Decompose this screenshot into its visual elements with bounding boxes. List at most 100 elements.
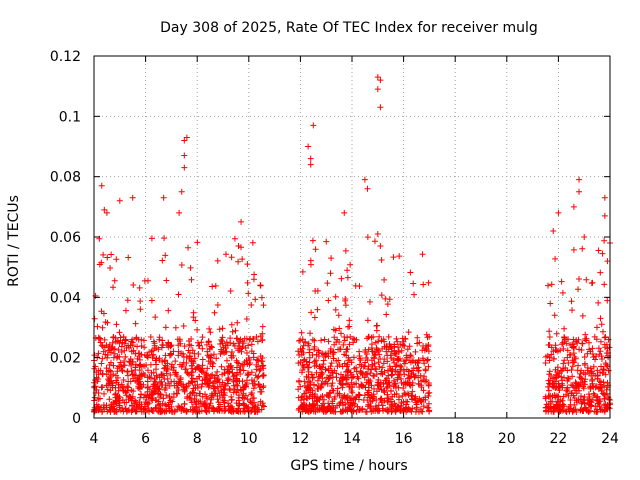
data-point: [257, 282, 264, 289]
data-point: [604, 258, 611, 265]
data-point: [601, 237, 608, 244]
data-point: [570, 336, 577, 343]
data-point: [228, 254, 235, 261]
data-point: [597, 269, 604, 276]
data-point: [235, 408, 242, 415]
data-point: [597, 384, 604, 391]
data-point: [179, 405, 186, 412]
data-point: [115, 347, 122, 354]
data-point: [365, 389, 372, 396]
data-point: [178, 188, 185, 195]
data-point: [410, 371, 417, 378]
data-point: [359, 383, 366, 390]
data-point: [260, 384, 267, 391]
data-point: [330, 387, 337, 394]
data-point: [397, 362, 404, 369]
data-point: [569, 373, 576, 380]
data-point: [253, 356, 260, 363]
data-point: [331, 393, 338, 400]
data-points: [91, 74, 613, 415]
data-point: [259, 402, 266, 409]
data-point: [122, 337, 129, 344]
data-point: [113, 321, 120, 328]
data-point: [390, 254, 397, 261]
data-point: [246, 356, 253, 363]
data-point: [201, 402, 208, 409]
data-point: [191, 395, 198, 402]
data-point: [554, 364, 561, 371]
data-point: [152, 389, 159, 396]
data-point: [99, 383, 106, 390]
data-point: [237, 371, 244, 378]
data-point: [552, 394, 559, 401]
data-point: [396, 372, 403, 379]
data-point: [168, 351, 175, 358]
data-point: [342, 302, 349, 309]
data-point: [311, 346, 318, 353]
data-point: [178, 363, 185, 370]
data-point: [224, 377, 231, 384]
data-point: [239, 394, 246, 401]
data-point: [98, 182, 105, 189]
data-point: [358, 382, 365, 389]
data-point: [184, 369, 191, 376]
data-point: [342, 374, 349, 381]
data-point: [185, 380, 192, 387]
data-point: [147, 333, 154, 340]
data-point: [388, 408, 395, 415]
data-point: [306, 359, 313, 366]
data-point: [231, 373, 238, 380]
data-point: [227, 364, 234, 371]
data-point: [137, 394, 144, 401]
data-point: [400, 358, 407, 365]
data-point: [325, 400, 332, 407]
data-point: [307, 330, 314, 337]
data-point: [176, 209, 183, 216]
data-point: [577, 407, 584, 414]
data-point: [248, 341, 255, 348]
data-point: [224, 366, 231, 373]
data-point: [334, 390, 341, 397]
data-point: [342, 247, 349, 254]
x-tick-label: 16: [395, 431, 413, 447]
data-point: [259, 337, 266, 344]
data-point: [375, 359, 382, 366]
data-point: [599, 370, 606, 377]
data-point: [365, 346, 372, 353]
data-point: [360, 397, 367, 404]
data-point: [212, 378, 219, 385]
data-point: [316, 396, 323, 403]
data-point: [255, 373, 262, 380]
data-point: [108, 251, 115, 258]
data-point: [425, 381, 432, 388]
data-point: [351, 365, 358, 372]
data-point: [570, 203, 577, 210]
data-point: [241, 358, 248, 365]
data-point: [376, 333, 383, 340]
data-point: [98, 259, 105, 266]
data-point: [329, 380, 336, 387]
data-point: [332, 405, 339, 412]
data-point: [546, 371, 553, 378]
data-point: [182, 366, 189, 373]
data-point: [597, 338, 604, 345]
data-point: [379, 364, 386, 371]
data-point: [218, 363, 225, 370]
data-point: [110, 371, 117, 378]
data-point: [91, 315, 98, 322]
data-point: [387, 398, 394, 405]
data-point: [113, 256, 120, 263]
data-point: [387, 352, 394, 359]
data-point: [372, 365, 379, 372]
data-point: [348, 374, 355, 381]
data-point: [189, 389, 196, 396]
data-point: [572, 379, 579, 386]
data-point: [344, 406, 351, 413]
data-point: [403, 408, 410, 415]
data-point: [127, 342, 134, 349]
data-point: [386, 363, 393, 370]
data-point: [150, 408, 157, 415]
data-point: [252, 296, 259, 303]
data-point: [364, 335, 371, 342]
data-point: [191, 407, 198, 414]
